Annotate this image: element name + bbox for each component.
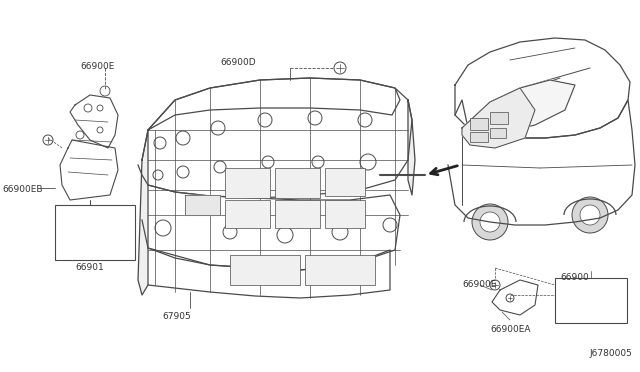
Polygon shape xyxy=(148,78,400,130)
Text: 66900D: 66900D xyxy=(220,58,255,67)
Bar xyxy=(275,168,320,198)
Bar xyxy=(555,278,627,323)
Bar xyxy=(490,128,506,138)
Circle shape xyxy=(580,205,600,225)
Polygon shape xyxy=(142,185,400,270)
Text: 66901: 66901 xyxy=(75,263,104,272)
Bar xyxy=(325,168,365,196)
Bar xyxy=(325,200,365,228)
Circle shape xyxy=(472,204,508,240)
Bar xyxy=(470,132,488,142)
Text: 66900E: 66900E xyxy=(462,280,497,289)
Polygon shape xyxy=(185,195,220,215)
Polygon shape xyxy=(492,280,538,315)
Polygon shape xyxy=(60,140,118,200)
Polygon shape xyxy=(408,100,415,195)
Circle shape xyxy=(572,197,608,233)
Polygon shape xyxy=(448,100,635,225)
Text: 66900E: 66900E xyxy=(80,62,115,71)
Text: 66900: 66900 xyxy=(560,273,589,282)
Polygon shape xyxy=(455,38,630,138)
Bar xyxy=(55,205,135,260)
Bar xyxy=(225,200,270,228)
Polygon shape xyxy=(138,130,148,295)
Bar xyxy=(470,118,488,130)
Bar xyxy=(225,168,270,198)
Text: J6780005: J6780005 xyxy=(589,349,632,358)
Polygon shape xyxy=(462,80,575,135)
Bar xyxy=(490,112,508,124)
Text: 67905: 67905 xyxy=(162,312,191,321)
Bar xyxy=(275,200,320,228)
Bar xyxy=(230,255,300,285)
Polygon shape xyxy=(148,248,390,298)
Text: 66900EB: 66900EB xyxy=(2,185,42,194)
Polygon shape xyxy=(462,88,535,148)
Bar xyxy=(305,255,375,285)
Text: 66900EA: 66900EA xyxy=(490,325,531,334)
Polygon shape xyxy=(70,95,118,148)
Polygon shape xyxy=(138,78,412,198)
Circle shape xyxy=(480,212,500,232)
